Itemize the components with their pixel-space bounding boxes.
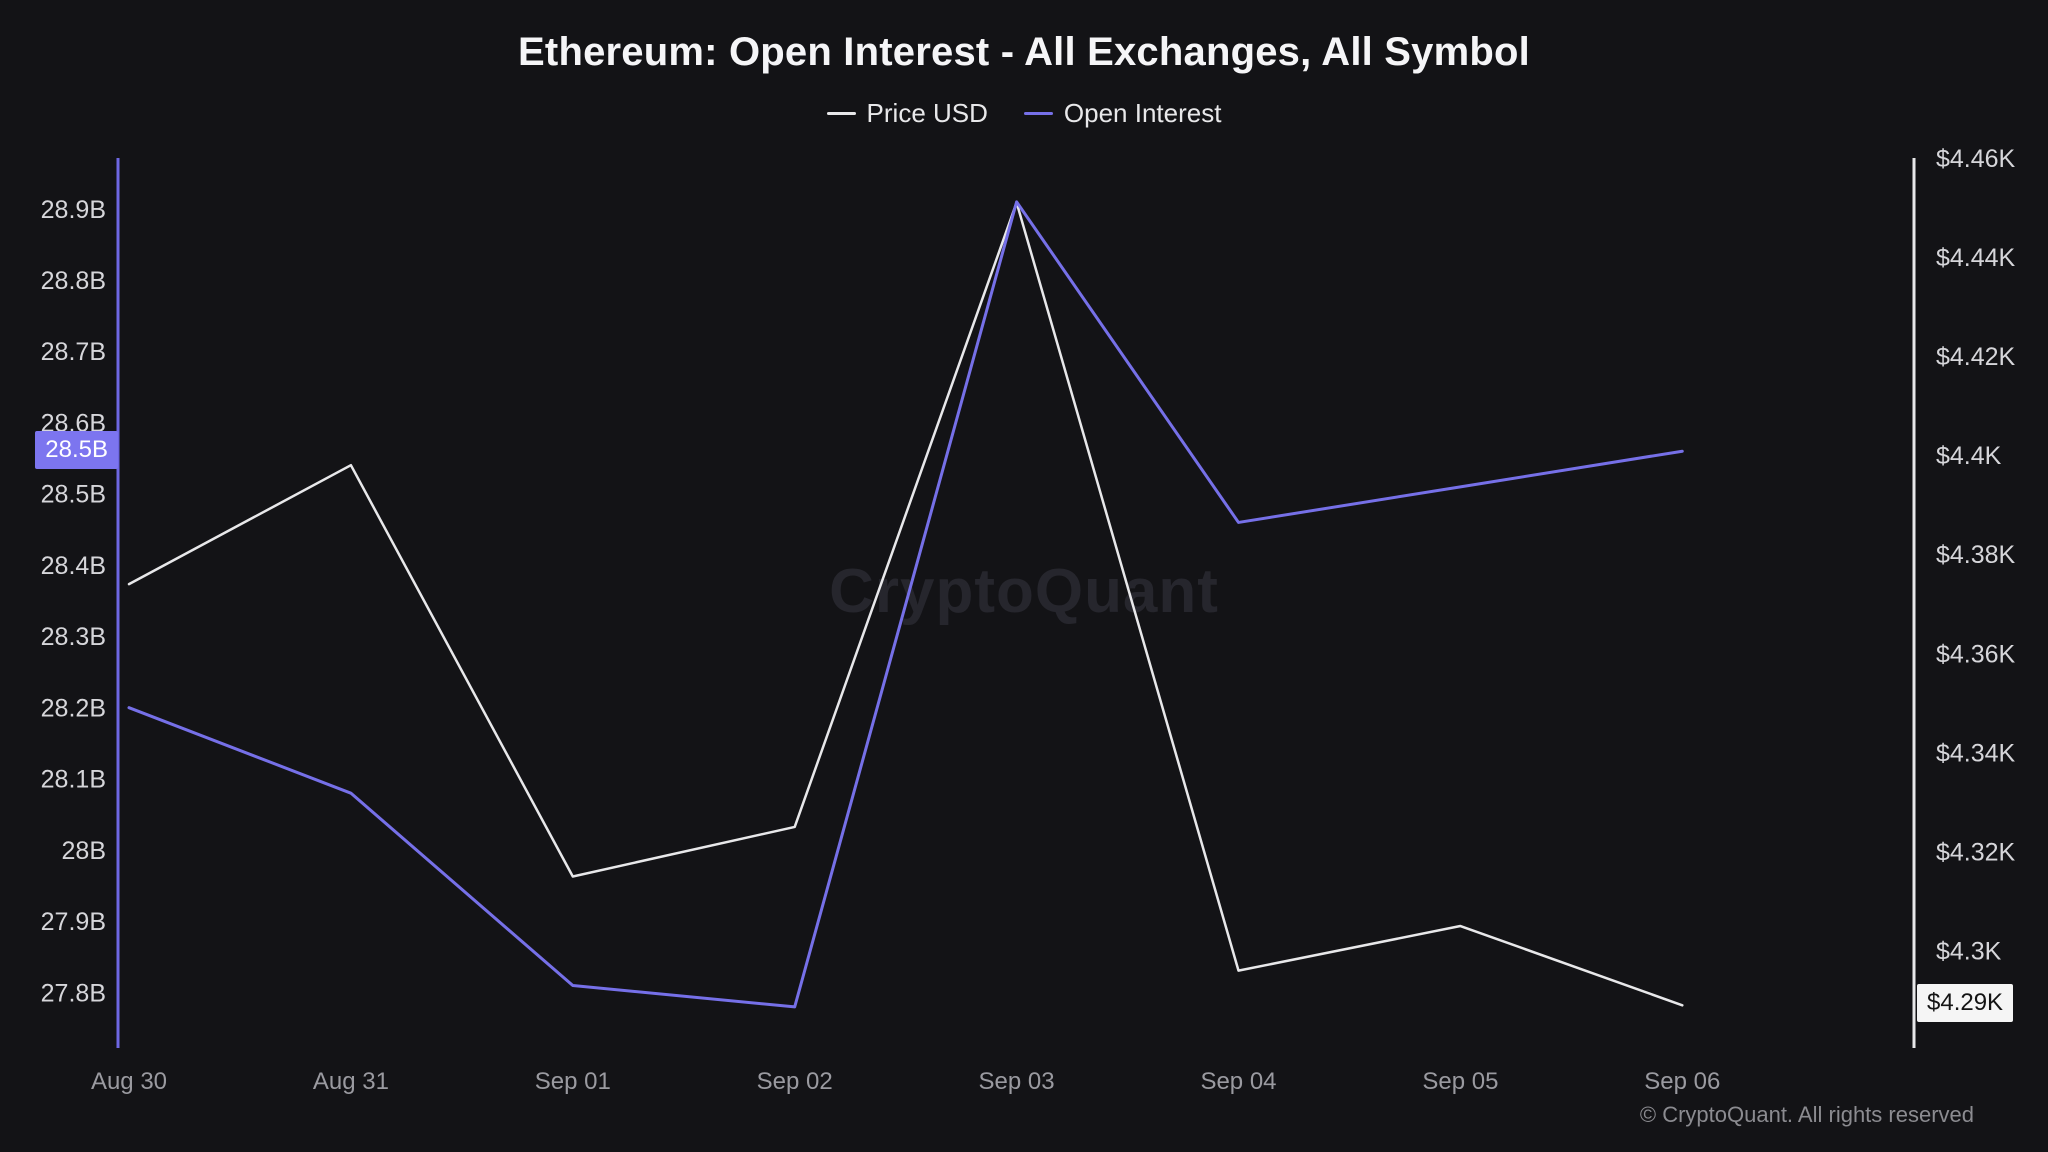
- left-axis-tick-label: 28.9B: [41, 196, 106, 224]
- legend-label: Price USD: [866, 98, 988, 128]
- chart-title: Ethereum: Open Interest - All Exchanges,…: [518, 30, 1530, 74]
- x-axis-label: Sep 06: [1644, 1068, 1720, 1095]
- left-axis-tick-label: 28.3B: [41, 623, 106, 651]
- legend-label: Open Interest: [1063, 98, 1222, 128]
- copyright-text: © CryptoQuant. All rights reserved: [1639, 1102, 1974, 1127]
- right-axis-tick-label: $4.44K: [1936, 244, 2016, 272]
- left-axis-tick-label: 27.8B: [41, 979, 106, 1007]
- x-axis-label: Sep 05: [1422, 1068, 1498, 1095]
- right-axis-tick-label: $4.32K: [1936, 838, 2016, 866]
- left-axis-tick-label: 28.1B: [41, 766, 106, 794]
- right-axis-tick-label: $4.38K: [1936, 541, 2016, 569]
- right-axis-tick-label: $4.34K: [1936, 739, 2016, 767]
- left-axis-tick-label: 28.4B: [41, 552, 106, 580]
- left-axis-tick-label: 28.2B: [41, 694, 106, 722]
- x-axis-label: Sep 04: [1200, 1068, 1276, 1095]
- right-axis-tick-label: $4.46K: [1936, 145, 2016, 173]
- right-axis-badge: $4.29K: [1917, 984, 2014, 1023]
- x-axis-label: Aug 31: [313, 1068, 389, 1095]
- right-axis-tick-label: $4.42K: [1936, 343, 2016, 371]
- right-axis-tick-label: $4.36K: [1936, 640, 2016, 668]
- cryptoquant-watermark: CryptoQuant: [829, 557, 1219, 626]
- price-line[interactable]: [127, 201, 1684, 1007]
- x-axis-label: Sep 01: [535, 1068, 611, 1095]
- left-axis-tick-label: 27.9B: [41, 908, 106, 936]
- left-axis-tick-label: 28.7B: [41, 338, 106, 366]
- legend-item-open-interest[interactable]: Open Interest: [1023, 98, 1222, 129]
- x-axis-label: Sep 03: [979, 1068, 1055, 1095]
- x-axis-label: Aug 30: [91, 1068, 167, 1095]
- left-axis-tick-label: 28.5B: [41, 481, 106, 509]
- x-axis-label: Sep 02: [757, 1068, 833, 1095]
- left-axis-tick-label: 28.8B: [41, 267, 106, 295]
- right-axis-tick-label: $4.3K: [1936, 938, 2002, 966]
- right-axis-tick-label: $4.4K: [1936, 442, 2002, 470]
- open-interest-line-swatch-icon: [1023, 112, 1053, 115]
- legend: Price USD Open Interest: [0, 98, 2048, 129]
- left-axis-tick-label: 28B: [62, 837, 106, 865]
- price-line-swatch-icon: [826, 112, 856, 115]
- left-axis-badge: 28.5B: [35, 431, 118, 470]
- legend-item-price-usd[interactable]: Price USD: [826, 98, 988, 129]
- open-interest-line[interactable]: [127, 200, 1684, 1009]
